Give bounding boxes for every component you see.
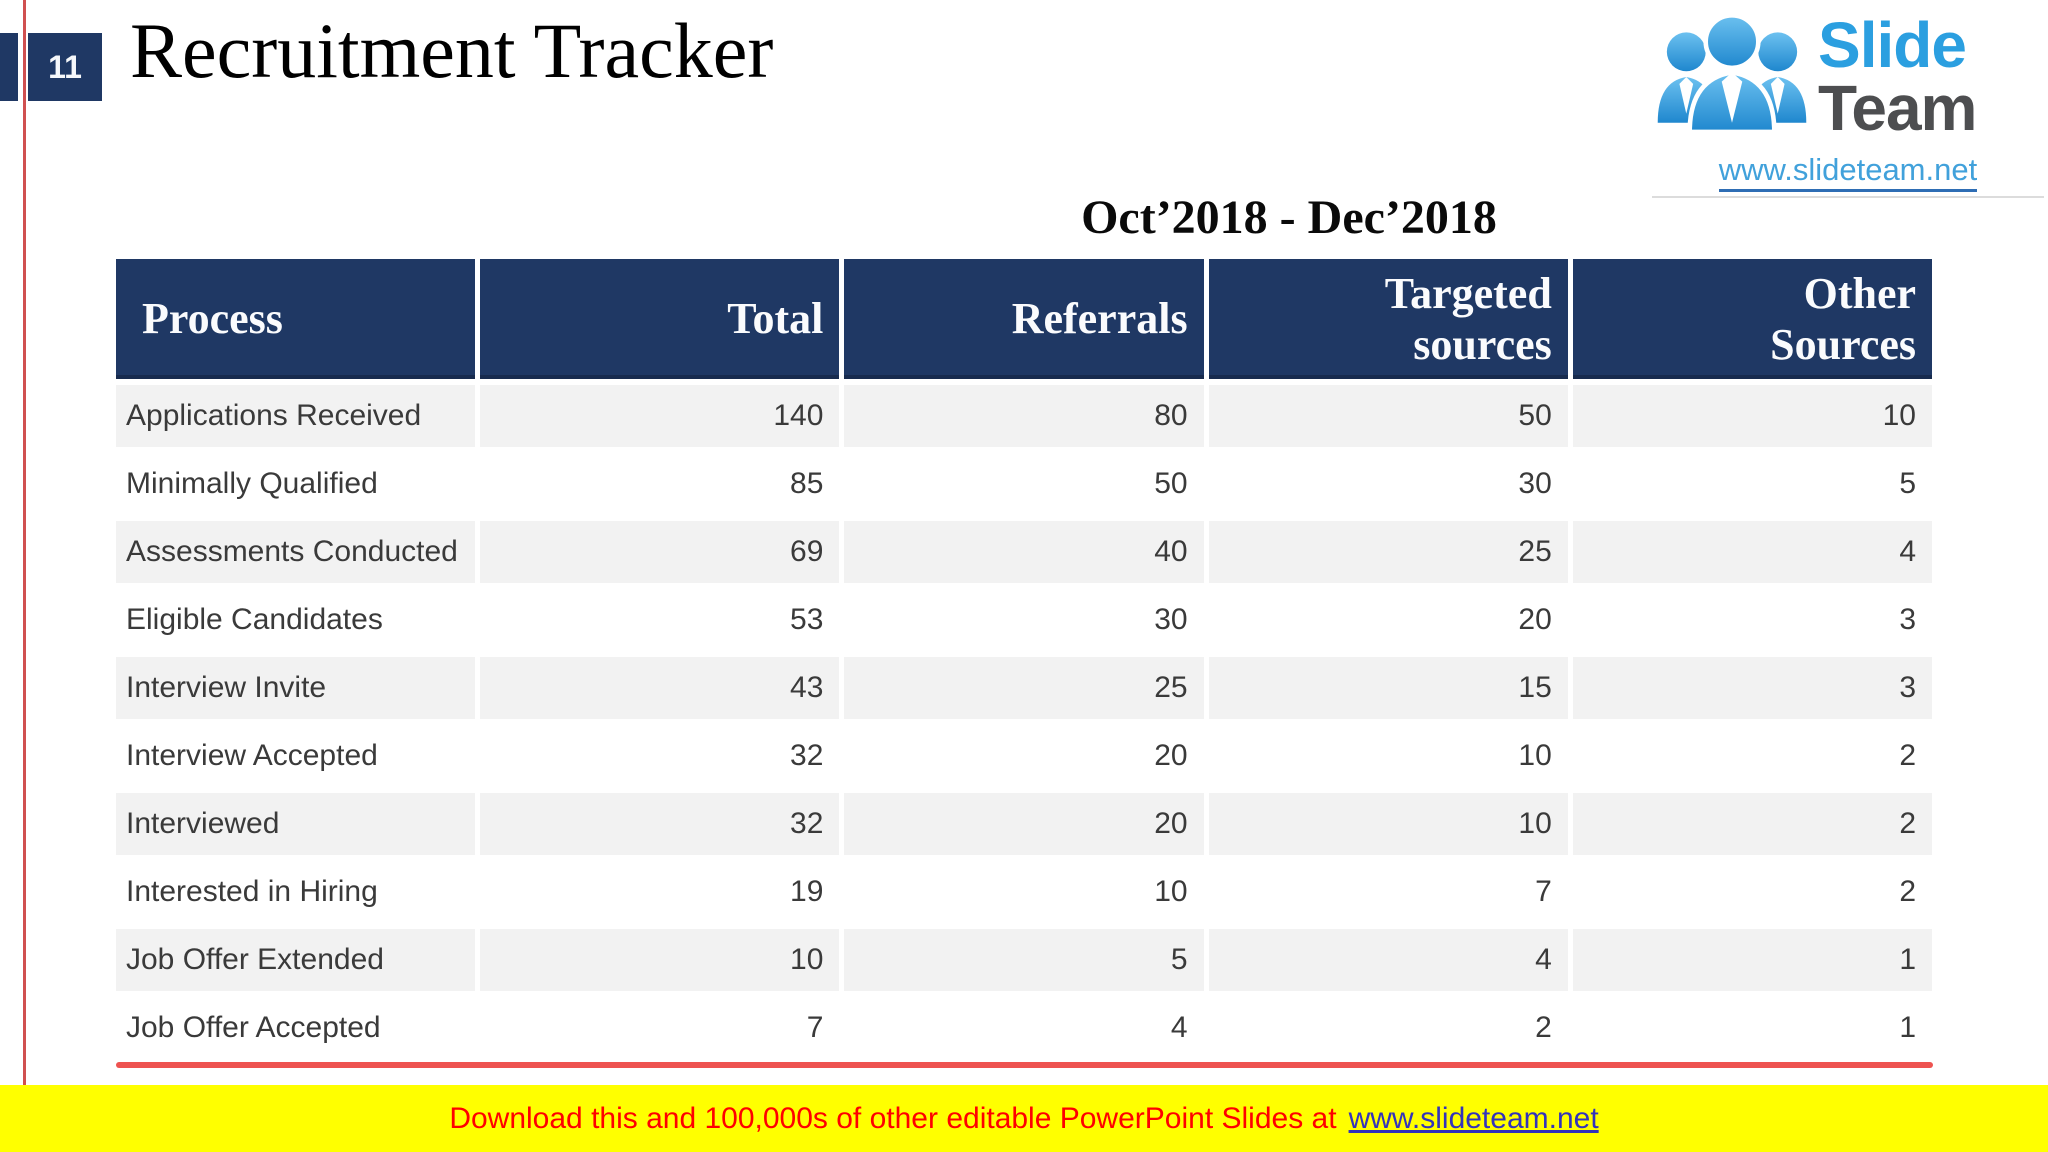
footer-banner: Download this and 100,000s of other edit… (0, 1085, 2048, 1152)
referrals-cell: 20 (844, 793, 1204, 855)
table-row: Interview Invite 43 25 15 3 (116, 657, 1932, 719)
total-cell: 10 (480, 929, 840, 991)
logo-url-link[interactable]: www.slideteam.net (1718, 152, 1978, 192)
referrals-cell: 30 (844, 589, 1204, 651)
logo-brand-team: Team (1818, 72, 1977, 144)
col-header-total: Total (480, 259, 840, 379)
referrals-cell: 80 (844, 385, 1204, 447)
total-cell: 32 (480, 725, 840, 787)
process-cell: Minimally Qualified (116, 453, 476, 515)
other-cell: 2 (1572, 861, 1932, 923)
logo-row: Slide Team (1652, 6, 2044, 148)
targeted-cell: 10 (1208, 793, 1568, 855)
referrals-cell: 25 (844, 657, 1204, 719)
left-accent-line (23, 0, 26, 1085)
logo-url-row: www.slideteam.net (1652, 152, 2044, 192)
table-row: Job Offer Extended 10 5 4 1 (116, 929, 1932, 991)
process-cell: Interested in Hiring (116, 861, 476, 923)
targeted-cell: 15 (1208, 657, 1568, 719)
footer-link[interactable]: www.slideteam.net (1348, 1101, 1599, 1135)
footer-text: Download this and 100,000s of other edit… (449, 1101, 1337, 1135)
logo-brand-slide: Slide (1818, 9, 1967, 82)
people-icon (1657, 13, 1807, 135)
col-header-process: Process (116, 259, 476, 379)
table-row: Interested in Hiring 19 10 7 2 (116, 861, 1932, 923)
left-edge-block (0, 33, 18, 101)
total-cell: 7 (480, 997, 840, 1059)
referrals-cell: 50 (844, 453, 1204, 515)
process-cell: Applications Received (116, 385, 476, 447)
total-cell: 140 (480, 385, 840, 447)
process-cell: Job Offer Extended (116, 929, 476, 991)
process-cell: Interview Invite (116, 657, 476, 719)
other-cell: 3 (1572, 657, 1932, 719)
other-cell: 1 (1572, 997, 1932, 1059)
total-cell: 43 (480, 657, 840, 719)
slide-number-badge: 11 (28, 33, 102, 101)
other-cell: 4 (1572, 521, 1932, 583)
table-row: Interview Accepted 32 20 10 2 (116, 725, 1932, 787)
process-cell: Job Offer Accepted (116, 997, 476, 1059)
col-header-referrals: Referrals (844, 259, 1204, 379)
table-row: Applications Received 140 80 50 10 (116, 385, 1932, 447)
period-label: Oct’2018 - Dec’2018 (1081, 191, 1497, 244)
other-cell: 5 (1572, 453, 1932, 515)
total-cell: 69 (480, 521, 840, 583)
referrals-cell: 40 (844, 521, 1204, 583)
referrals-cell: 20 (844, 725, 1204, 787)
process-cell: Interview Accepted (116, 725, 476, 787)
total-cell: 53 (480, 589, 840, 651)
logo-wordmark: Slide Team (1818, 9, 1977, 144)
recruitment-table: Process Total Referrals Targeted sources… (116, 259, 1932, 1059)
table-row: Job Offer Accepted 7 4 2 1 (116, 997, 1932, 1059)
targeted-cell: 20 (1208, 589, 1568, 651)
targeted-cell: 50 (1208, 385, 1568, 447)
process-cell: Assessments Conducted (116, 521, 476, 583)
targeted-cell: 7 (1208, 861, 1568, 923)
targeted-cell: 25 (1208, 521, 1568, 583)
referrals-cell: 4 (844, 997, 1204, 1059)
table-underline (116, 1062, 1933, 1068)
col-header-targeted: Targeted sources (1208, 259, 1568, 379)
other-cell: 2 (1572, 793, 1932, 855)
slide-number: 11 (48, 48, 82, 85)
table-row: Assessments Conducted 69 40 25 4 (116, 521, 1932, 583)
table-row: Interviewed 32 20 10 2 (116, 793, 1932, 855)
table-row: Eligible Candidates 53 30 20 3 (116, 589, 1932, 651)
referrals-cell: 10 (844, 861, 1204, 923)
targeted-cell: 4 (1208, 929, 1568, 991)
process-cell: Interviewed (116, 793, 476, 855)
brand-logo: Slide Team www.slideteam.net (1652, 6, 2044, 198)
table-header: Process Total Referrals Targeted sources… (116, 259, 1932, 379)
other-cell: 3 (1572, 589, 1932, 651)
total-cell: 32 (480, 793, 840, 855)
page-title: Recruitment Tracker (130, 7, 774, 94)
other-cell: 2 (1572, 725, 1932, 787)
total-cell: 19 (480, 861, 840, 923)
other-cell: 1 (1572, 929, 1932, 991)
referrals-cell: 5 (844, 929, 1204, 991)
other-cell: 10 (1572, 385, 1932, 447)
targeted-cell: 30 (1208, 453, 1568, 515)
targeted-cell: 10 (1208, 725, 1568, 787)
process-cell: Eligible Candidates (116, 589, 476, 651)
total-cell: 85 (480, 453, 840, 515)
table-row: Minimally Qualified 85 50 30 5 (116, 453, 1932, 515)
col-header-other: Other Sources (1572, 259, 1932, 379)
targeted-cell: 2 (1208, 997, 1568, 1059)
